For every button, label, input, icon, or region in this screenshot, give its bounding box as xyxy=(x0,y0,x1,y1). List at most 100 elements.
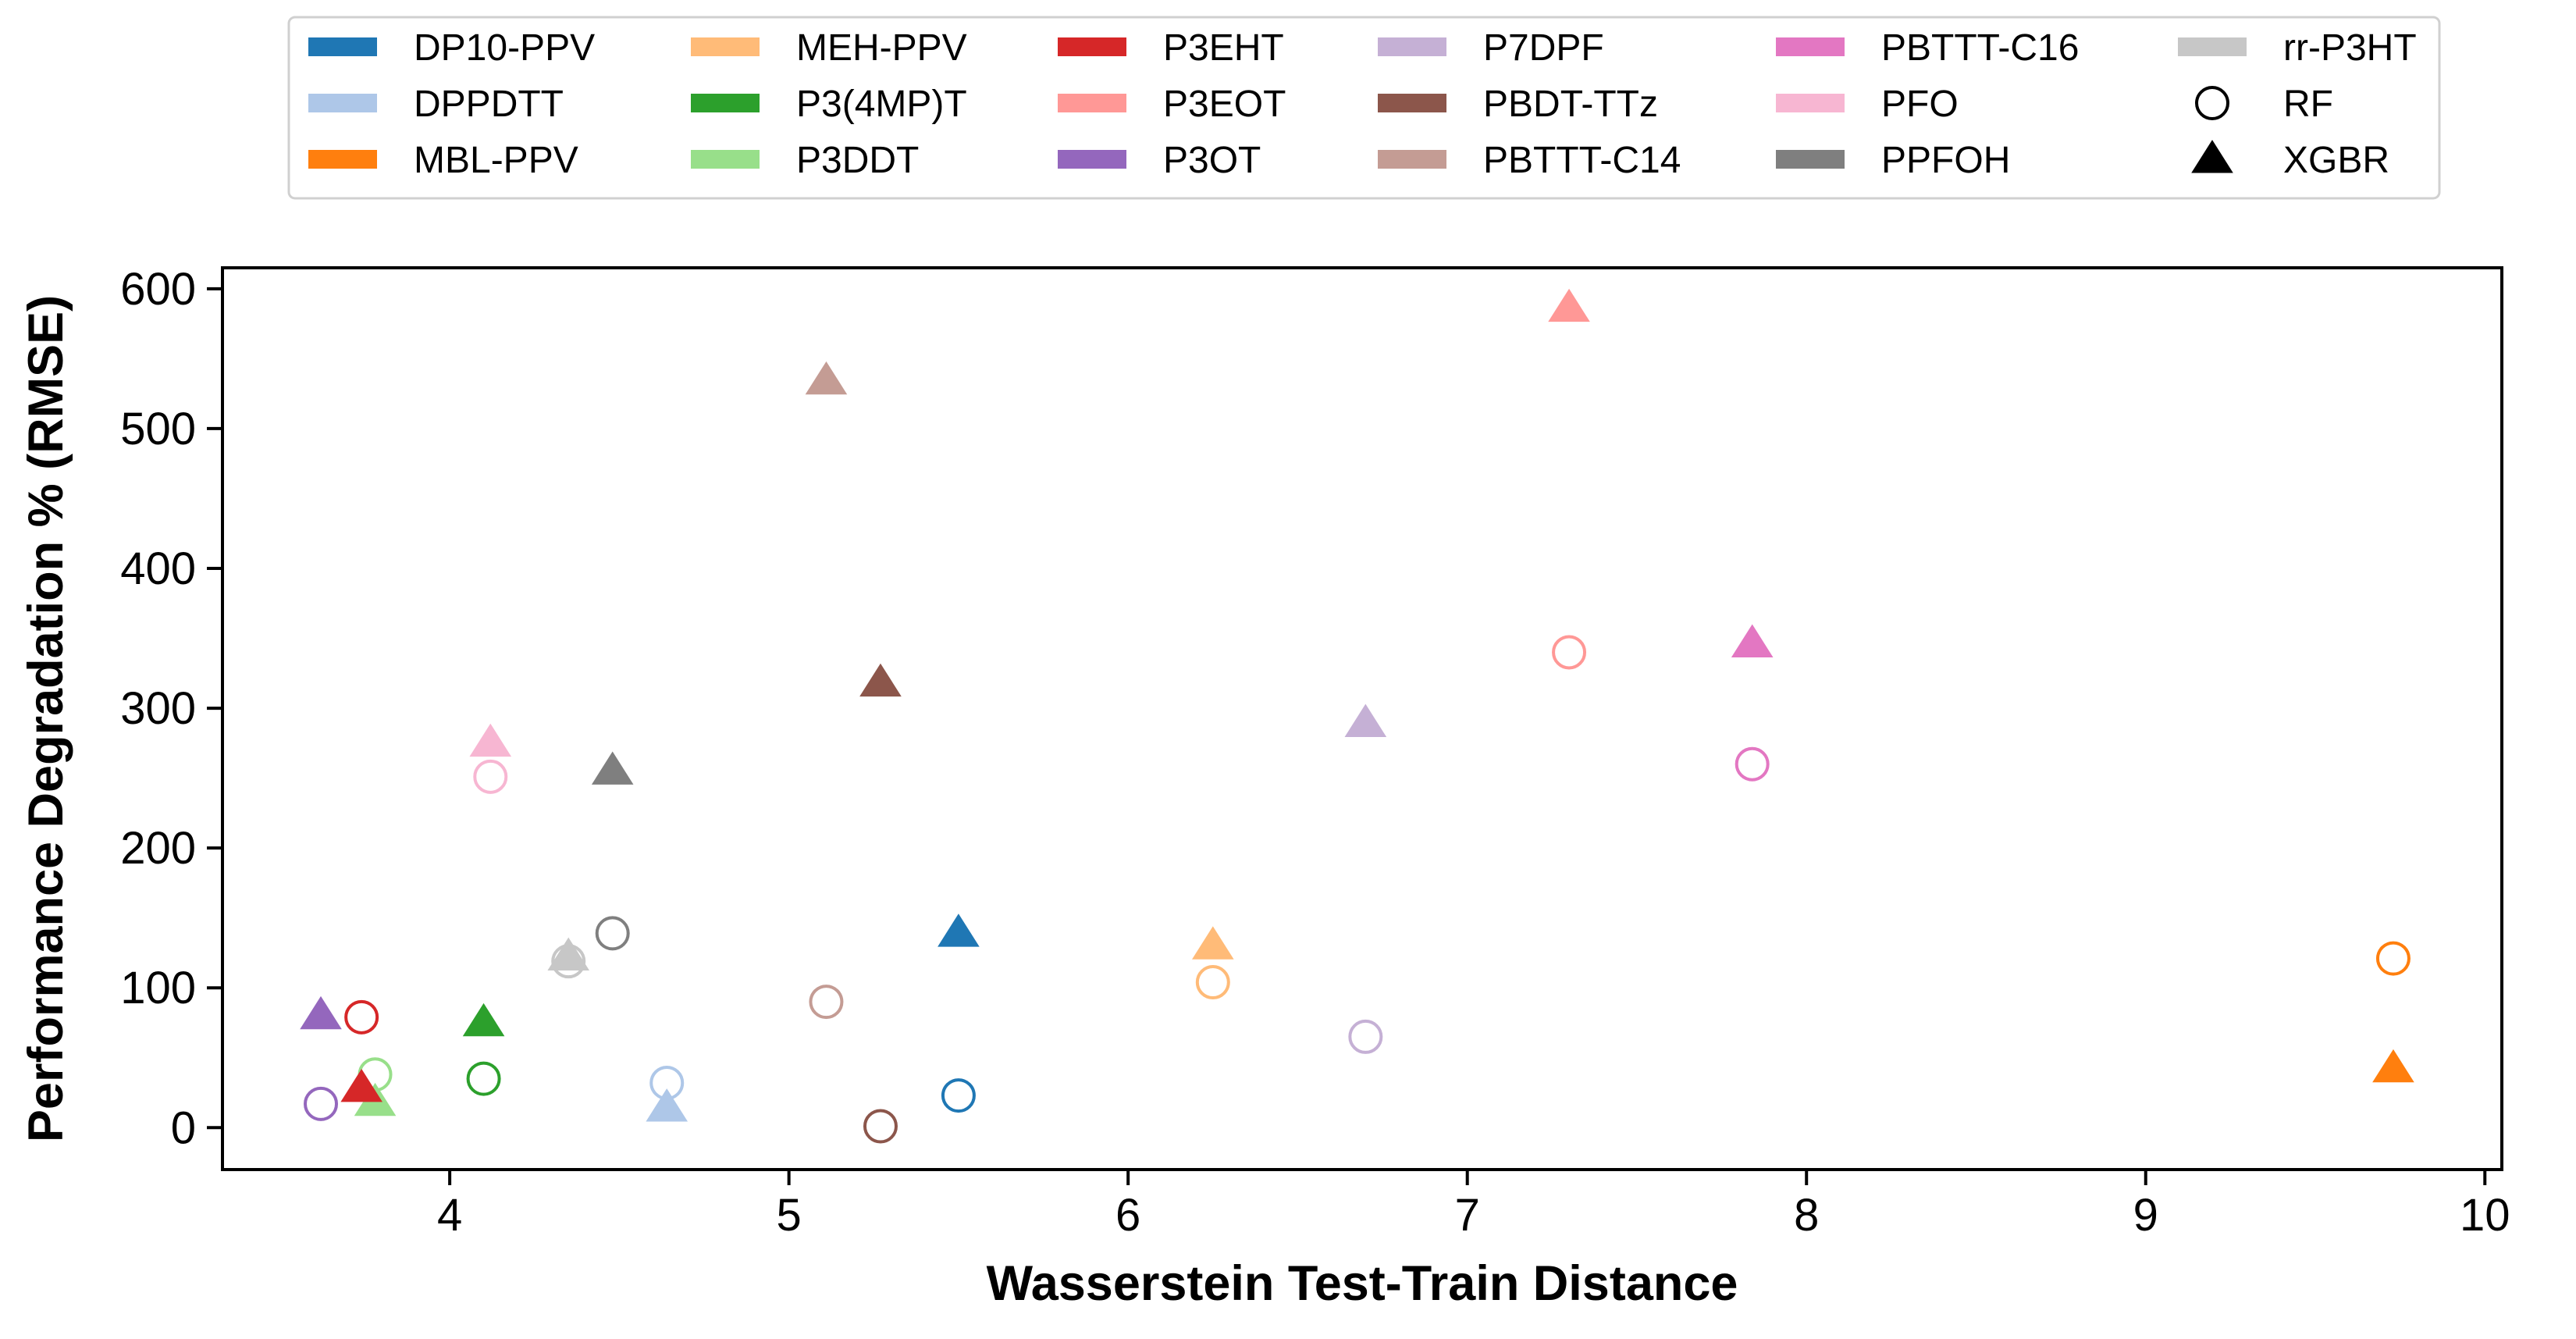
legend-item-dppdtt: DPPDTT xyxy=(308,84,564,125)
x-axis-label: Wasserstein Test-Train Distance xyxy=(987,1256,1738,1311)
legend-swatch xyxy=(691,94,760,112)
rf-point-p7dpf xyxy=(1348,1019,1383,1054)
y-tick-label: 300 xyxy=(120,683,196,734)
y-tick-label: 200 xyxy=(120,823,196,874)
legend-item-p3ddt: P3DDT xyxy=(691,140,919,181)
xgbr-point-pbttt-c16 xyxy=(1731,624,1774,657)
x-tick-label: 6 xyxy=(1115,1190,1140,1241)
legend-swatch xyxy=(1058,150,1126,169)
legend-label: PBDT-TTz xyxy=(1483,84,1658,125)
legend-item-p3eht: P3EHT xyxy=(1058,27,1284,69)
legend-swatch xyxy=(1378,37,1446,56)
xgbr-point-pbttt-c14 xyxy=(805,361,848,395)
x-tick-label: 8 xyxy=(1794,1190,1819,1241)
legend-swatch xyxy=(308,150,377,169)
rf-point-pbdt-ttz xyxy=(863,1109,898,1144)
rf-point-dp10-ppv xyxy=(941,1078,976,1113)
legend-item-p7dpf: P7DPF xyxy=(1378,27,1604,69)
xgbr-point-p3-4mp-t xyxy=(462,1002,505,1037)
xgbr-point-p3eot xyxy=(1548,288,1590,322)
legend-label: P3EHT xyxy=(1163,27,1284,69)
legend-label: RF xyxy=(2283,84,2333,125)
data-points xyxy=(300,288,2414,1144)
legend-swatch xyxy=(1776,94,1845,112)
legend-item-rr-p3ht: rr-P3HT xyxy=(2178,27,2417,69)
legend-item-pbttt-c14: PBTTT-C14 xyxy=(1378,140,1681,181)
xgbr-point-dp10-ppv xyxy=(938,913,980,947)
y-tick-label: 0 xyxy=(171,1102,196,1153)
legend-label: P3EOT xyxy=(1163,84,1286,125)
legend-swatch xyxy=(691,37,760,56)
legend-label: XGBR xyxy=(2283,140,2389,181)
rf-point-p3eot xyxy=(1552,635,1587,670)
xgbr-point-meh-ppv xyxy=(1192,926,1234,960)
legend-item-p3eot: P3EOT xyxy=(1058,84,1286,125)
x-tick-label: 7 xyxy=(1455,1190,1480,1241)
y-tick-label: 500 xyxy=(120,404,196,454)
legend-label: DPPDTT xyxy=(414,84,564,125)
legend-label: PBTTT-C16 xyxy=(1881,27,2079,69)
legend-item-pbdt-ttz: PBDT-TTz xyxy=(1378,84,1658,125)
rf-point-ppfoh xyxy=(595,916,630,951)
rf-point-pbttt-c16 xyxy=(1735,746,1770,782)
legend-triangle-marker xyxy=(2191,140,2233,173)
rf-point-mbl-ppv xyxy=(2375,941,2411,976)
xgbr-point-pfo xyxy=(469,723,512,757)
legend-circle-marker xyxy=(2195,86,2229,120)
y-tick-label: 400 xyxy=(120,543,196,594)
legend-swatch xyxy=(691,150,760,169)
y-tick-label: 600 xyxy=(120,264,196,315)
legend-swatch xyxy=(1378,94,1446,112)
legend-swatch xyxy=(1776,37,1845,56)
legend-label: P7DPF xyxy=(1483,27,1604,69)
legend-label: P3OT xyxy=(1163,140,1261,181)
legend-label: PBTTT-C14 xyxy=(1483,140,1681,181)
xgbr-point-rr-p3ht xyxy=(547,937,590,971)
legend-item-dp10-ppv: DP10-PPV xyxy=(308,27,595,69)
legend-swatch xyxy=(308,94,377,112)
legend-label: P3DDT xyxy=(796,140,919,181)
xgbr-point-ppfoh xyxy=(591,751,634,785)
xgbr-point-mbl-ppv xyxy=(2372,1049,2414,1083)
legend-label: P3(4MP)T xyxy=(796,84,967,125)
xgbr-point-p7dpf xyxy=(1344,703,1387,738)
y-tick-label: 100 xyxy=(120,963,196,1013)
plot-frame xyxy=(221,266,2503,1171)
legend-item-mbl-ppv: MBL-PPV xyxy=(308,140,578,181)
legend-item-meh-ppv: MEH-PPV xyxy=(691,27,967,69)
legend-item-pfo: PFO xyxy=(1776,84,1959,125)
legend-label: DP10-PPV xyxy=(414,27,595,69)
x-tick-label: 4 xyxy=(437,1190,462,1241)
legend-item-xgbr: XGBR xyxy=(2191,140,2389,181)
legend-item-p3ot: P3OT xyxy=(1058,140,1261,181)
rf-point-pfo xyxy=(473,759,508,794)
legend-label: PFO xyxy=(1881,84,1959,125)
legend-swatch xyxy=(1776,150,1845,169)
x-tick-label: 9 xyxy=(2133,1190,2158,1241)
legend-label: MEH-PPV xyxy=(796,27,967,69)
legend-swatch xyxy=(1378,150,1446,169)
xgbr-point-p3ot xyxy=(300,995,342,1030)
legend-label: MBL-PPV xyxy=(414,140,578,181)
legend-label: PPFOH xyxy=(1881,140,2010,181)
legend-item-p3-4mp-t: P3(4MP)T xyxy=(691,84,967,125)
x-tick-label: 10 xyxy=(2460,1190,2510,1241)
x-tick-label: 5 xyxy=(777,1190,802,1241)
rf-point-pbttt-c14 xyxy=(809,985,844,1020)
legend-swatch xyxy=(2178,37,2247,56)
legend-swatch xyxy=(1058,94,1126,112)
legend-frame xyxy=(287,16,2441,200)
xgbr-point-pbdt-ttz xyxy=(859,663,902,697)
legend-item-pbttt-c16: PBTTT-C16 xyxy=(1776,27,2079,69)
legend-item-ppfoh: PPFOH xyxy=(1776,140,2010,181)
legend-item-rf: RF xyxy=(2195,84,2333,125)
legend: DP10-PPV DPPDTT MBL-PPV MEH-PPV P3(4MP)T P3DD… xyxy=(287,16,2441,200)
rf-point-p3-4mp-t xyxy=(466,1061,501,1096)
y-axis-label: Performance Degradation % (RMSE) xyxy=(19,295,73,1142)
xgbr-point-p3eht xyxy=(340,1068,382,1102)
legend-swatch xyxy=(308,37,377,56)
rf-point-p3eht xyxy=(344,999,379,1035)
